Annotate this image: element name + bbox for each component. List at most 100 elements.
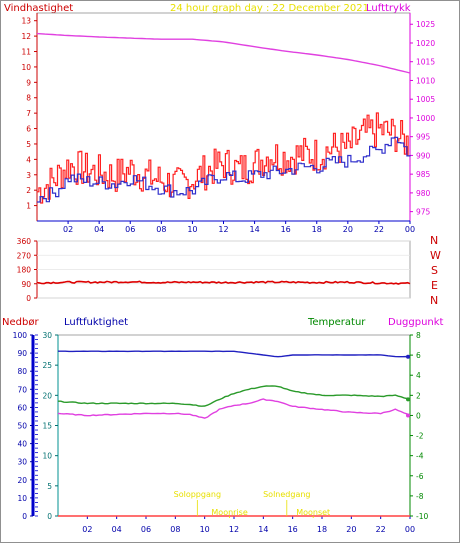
x-tick-label: 20 [346,525,356,534]
x-tick-label: 12 [218,225,228,234]
y-tick-label: 11 [21,48,31,57]
y-tick-label: 5 [26,140,31,149]
y-tick-label: 975 [416,208,431,217]
x-tick-label: 18 [317,525,327,534]
x-tick-label: 06 [141,525,151,534]
direction-letter-s: S [431,264,438,277]
wind-average-series-line [37,136,411,203]
x-tick-label: 08 [170,525,180,534]
y-tick-label: 990 [416,151,431,160]
annotation-label: Soloppgang [174,490,221,499]
y-tick-label: 10 [21,63,31,72]
y-tick-label: 15 [42,422,52,431]
x-tick-label: 12 [229,525,239,534]
wind-series-group [36,32,411,204]
wind-direction-series-line [36,280,411,285]
luftfuktighet-label: Luftfuktighet [64,317,128,328]
series-end-marker [406,397,410,402]
direction-letter-e: E [431,279,438,292]
dewpoint-series-line [57,398,411,419]
wind-axis-ticks: 02 04 06 08 10 12 14 16 18 20 22 001234567891011121… [21,17,435,234]
y-tick-label: 4 [26,155,31,164]
y-tick-label: 90 [17,349,27,358]
y-tick-label: 40 [17,440,27,449]
x-tick-label: 22 [374,225,384,234]
x-tick-label: 02 [63,225,73,234]
y-tick-label: 30 [42,331,52,340]
temperatur-label: Temperatur [307,317,366,328]
wind-gust-series-line [37,112,409,204]
annotation-label: Solnedgang [263,490,310,499]
direction-letter-n-bottom: N [430,294,438,307]
y-tick-label: 20 [17,476,27,485]
x-tick-label: 04 [112,525,122,534]
x-tick-label: 06 [125,225,135,234]
direction-letter-w: W [430,249,441,262]
direction-axis-ticks: 0 90 180 270 360 [17,237,410,303]
x-tick-label: 08 [156,225,166,234]
y-tick-label: 50 [17,422,27,431]
y-tick-label: 6 [416,351,421,360]
y-tick-label: 995 [416,133,431,142]
y-tick-label: -4 [416,452,424,461]
y-tick-label: 20 [42,391,52,400]
y-tick-label: -2 [416,432,424,441]
y-tick-label: 0 [47,512,52,521]
y-tick-label: 12 [21,32,31,41]
y-tick-label: 0 [26,294,31,303]
y-tick-label: 13 [21,17,31,26]
y-tick-label: 2 [416,391,421,400]
y-tick-label: 5 [47,482,52,491]
series-end-marker [406,413,410,418]
y-tick-label: 1025 [416,20,435,29]
duggpunkt-label: Duggpunkt [388,317,444,328]
annotation-label: Moonrise [211,508,247,517]
nedbor-label: Nedbør [2,317,39,328]
annotation-label: Moonset [296,508,330,517]
y-tick-label: 1 [26,202,31,211]
y-tick-label: 1010 [416,76,435,85]
x-tick-label: 14 [258,525,268,534]
y-tick-label: 25 [42,361,52,370]
y-tick-label: -8 [416,492,424,501]
y-tick-label: 60 [17,403,27,412]
y-tick-label: 10 [42,452,52,461]
y-tick-label: 10 [17,494,27,503]
y-tick-label: 90 [21,280,31,289]
y-tick-label: 180 [17,266,32,275]
x-tick-label: 04 [94,225,104,234]
x-tick-label: 10 [200,525,210,534]
x-tick-label: 00 [405,225,415,234]
y-tick-label: 80 [17,367,27,376]
y-tick-label: 8 [416,331,421,340]
humidity-axis-ticks: 02 04 06 08 10 12 14 16 18 20 22 000102030405060708… [13,331,429,534]
y-tick-label: 30 [17,458,27,467]
x-tick-label: 00 [405,525,415,534]
humidity-series-group [57,350,411,517]
direction-series-group [36,280,411,285]
temperature-series-line [58,385,411,407]
humidity-series-line [58,350,411,358]
y-tick-label: 1000 [416,114,435,123]
y-tick-label: -10 [416,512,428,521]
y-tick-label: 360 [17,237,32,246]
x-tick-label: 14 [249,225,259,234]
series-end-marker [406,354,410,359]
y-tick-label: 1015 [416,58,435,67]
y-tick-label: 3 [26,171,31,180]
y-tick-label: 6 [26,125,31,134]
y-tick-label: 8 [26,94,31,103]
x-tick-label: 10 [187,225,197,234]
header-left-label: Vindhastighet [4,3,73,14]
y-tick-label: 9 [26,78,31,87]
x-tick-label: 18 [312,225,322,234]
y-tick-label: 2 [26,186,31,195]
x-tick-label: 16 [281,225,291,234]
direction-letter-n-top: N [430,234,438,247]
x-tick-label: 02 [82,525,92,534]
x-tick-label: 20 [343,225,353,234]
sun-moon-annotations: Soloppgang Solnedgang Moonrise Moonset [174,490,330,518]
x-tick-label: 22 [376,525,386,534]
